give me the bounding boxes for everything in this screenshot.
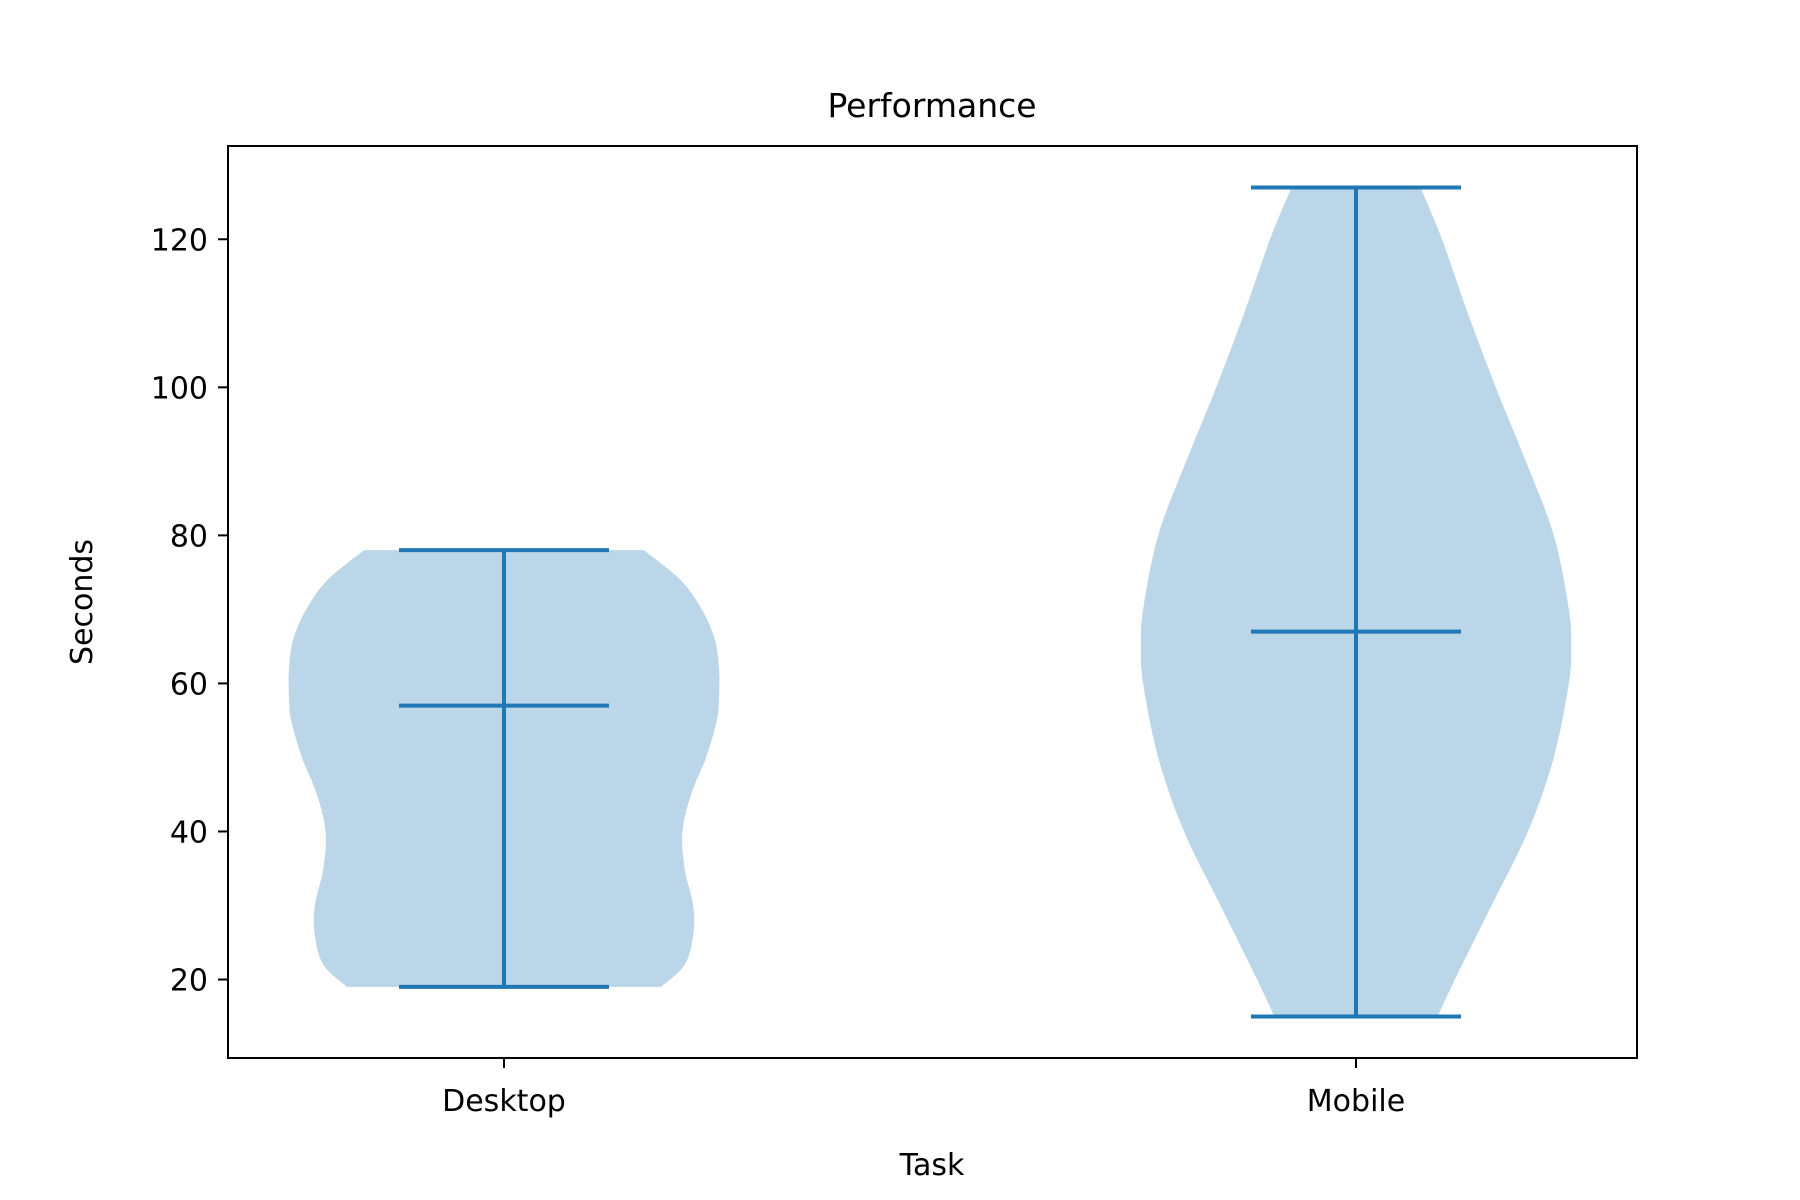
x-axis-label: Task	[899, 1148, 965, 1183]
y-tick-label: 20	[170, 964, 208, 999]
chart-title: Performance	[827, 86, 1036, 125]
x-tick-label: Mobile	[1307, 1084, 1405, 1119]
y-tick-label: 80	[170, 519, 208, 554]
violin-desktop	[288, 548, 720, 989]
plot-frame	[227, 145, 1638, 1059]
y-axis-label: Seconds	[65, 539, 100, 665]
violin-group	[288, 185, 1572, 1019]
y-tick-label: 60	[170, 667, 208, 702]
y-tick-label: 40	[170, 815, 208, 850]
x-tick-label: Desktop	[442, 1084, 566, 1119]
x-axis-ticks: Desktop Mobile	[442, 1058, 1405, 1119]
y-tick-label: 120	[151, 223, 208, 258]
violin-mobile	[1140, 185, 1572, 1019]
y-axis-ticks: 20 40 60 80 100 120	[151, 223, 228, 999]
y-tick-label: 100	[151, 371, 208, 406]
